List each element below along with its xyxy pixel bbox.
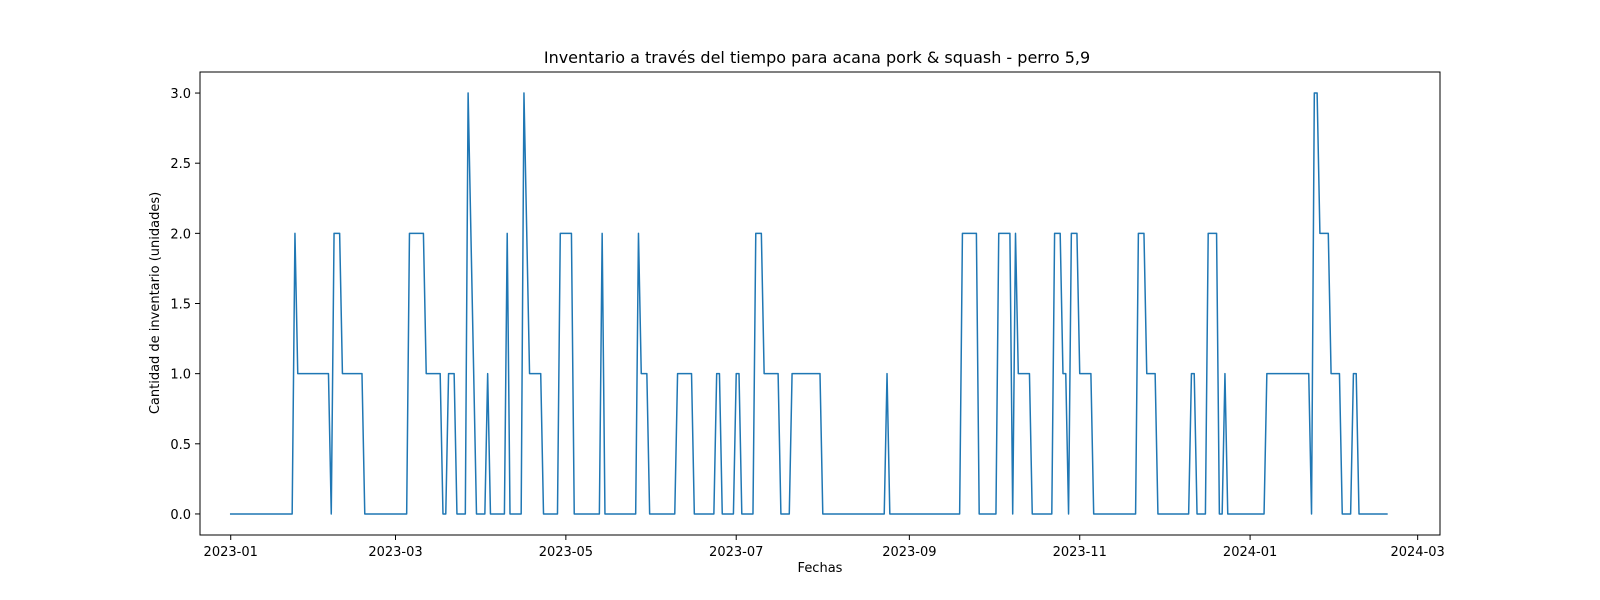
x-axis: 2023-01 2023-03 2023-05 2023-07 2023-09 2023-… — [204, 535, 1445, 560]
y-tick-label: 1.0 — [170, 368, 191, 383]
y-tick-label: 2.5 — [170, 157, 191, 172]
y-tick-label: 1.5 — [170, 298, 191, 313]
plot-area — [229, 92, 1388, 515]
x-tick-label: 2023-05 — [539, 545, 593, 560]
x-tick-label: 2023-03 — [368, 545, 422, 560]
x-axis-title: Fechas — [798, 561, 843, 576]
x-tick-label: 2023-09 — [882, 545, 936, 560]
x-tick-label: 2023-07 — [709, 545, 763, 560]
y-tick-label: 0.0 — [170, 508, 191, 523]
x-tick-label: 2023-01 — [204, 545, 258, 560]
series-line-1 — [229, 92, 1388, 515]
x-tick-label: 2024-03 — [1390, 545, 1444, 560]
y-axis: 0.0 0.5 1.0 1.5 2.0 2.5 3.0 — [170, 87, 200, 523]
y-tick-label: 0.5 — [170, 438, 191, 453]
x-tick-label: 2024-01 — [1223, 545, 1277, 560]
y-tick-label: 2.0 — [170, 227, 191, 242]
y-tick-label: 3.0 — [170, 87, 191, 102]
chart-title: Inventario a través del tiempo para acan… — [544, 48, 1090, 67]
y-axis-title: Cantidad de inventario (unidades) — [148, 192, 163, 414]
x-tick-label: 2023-11 — [1053, 545, 1107, 560]
